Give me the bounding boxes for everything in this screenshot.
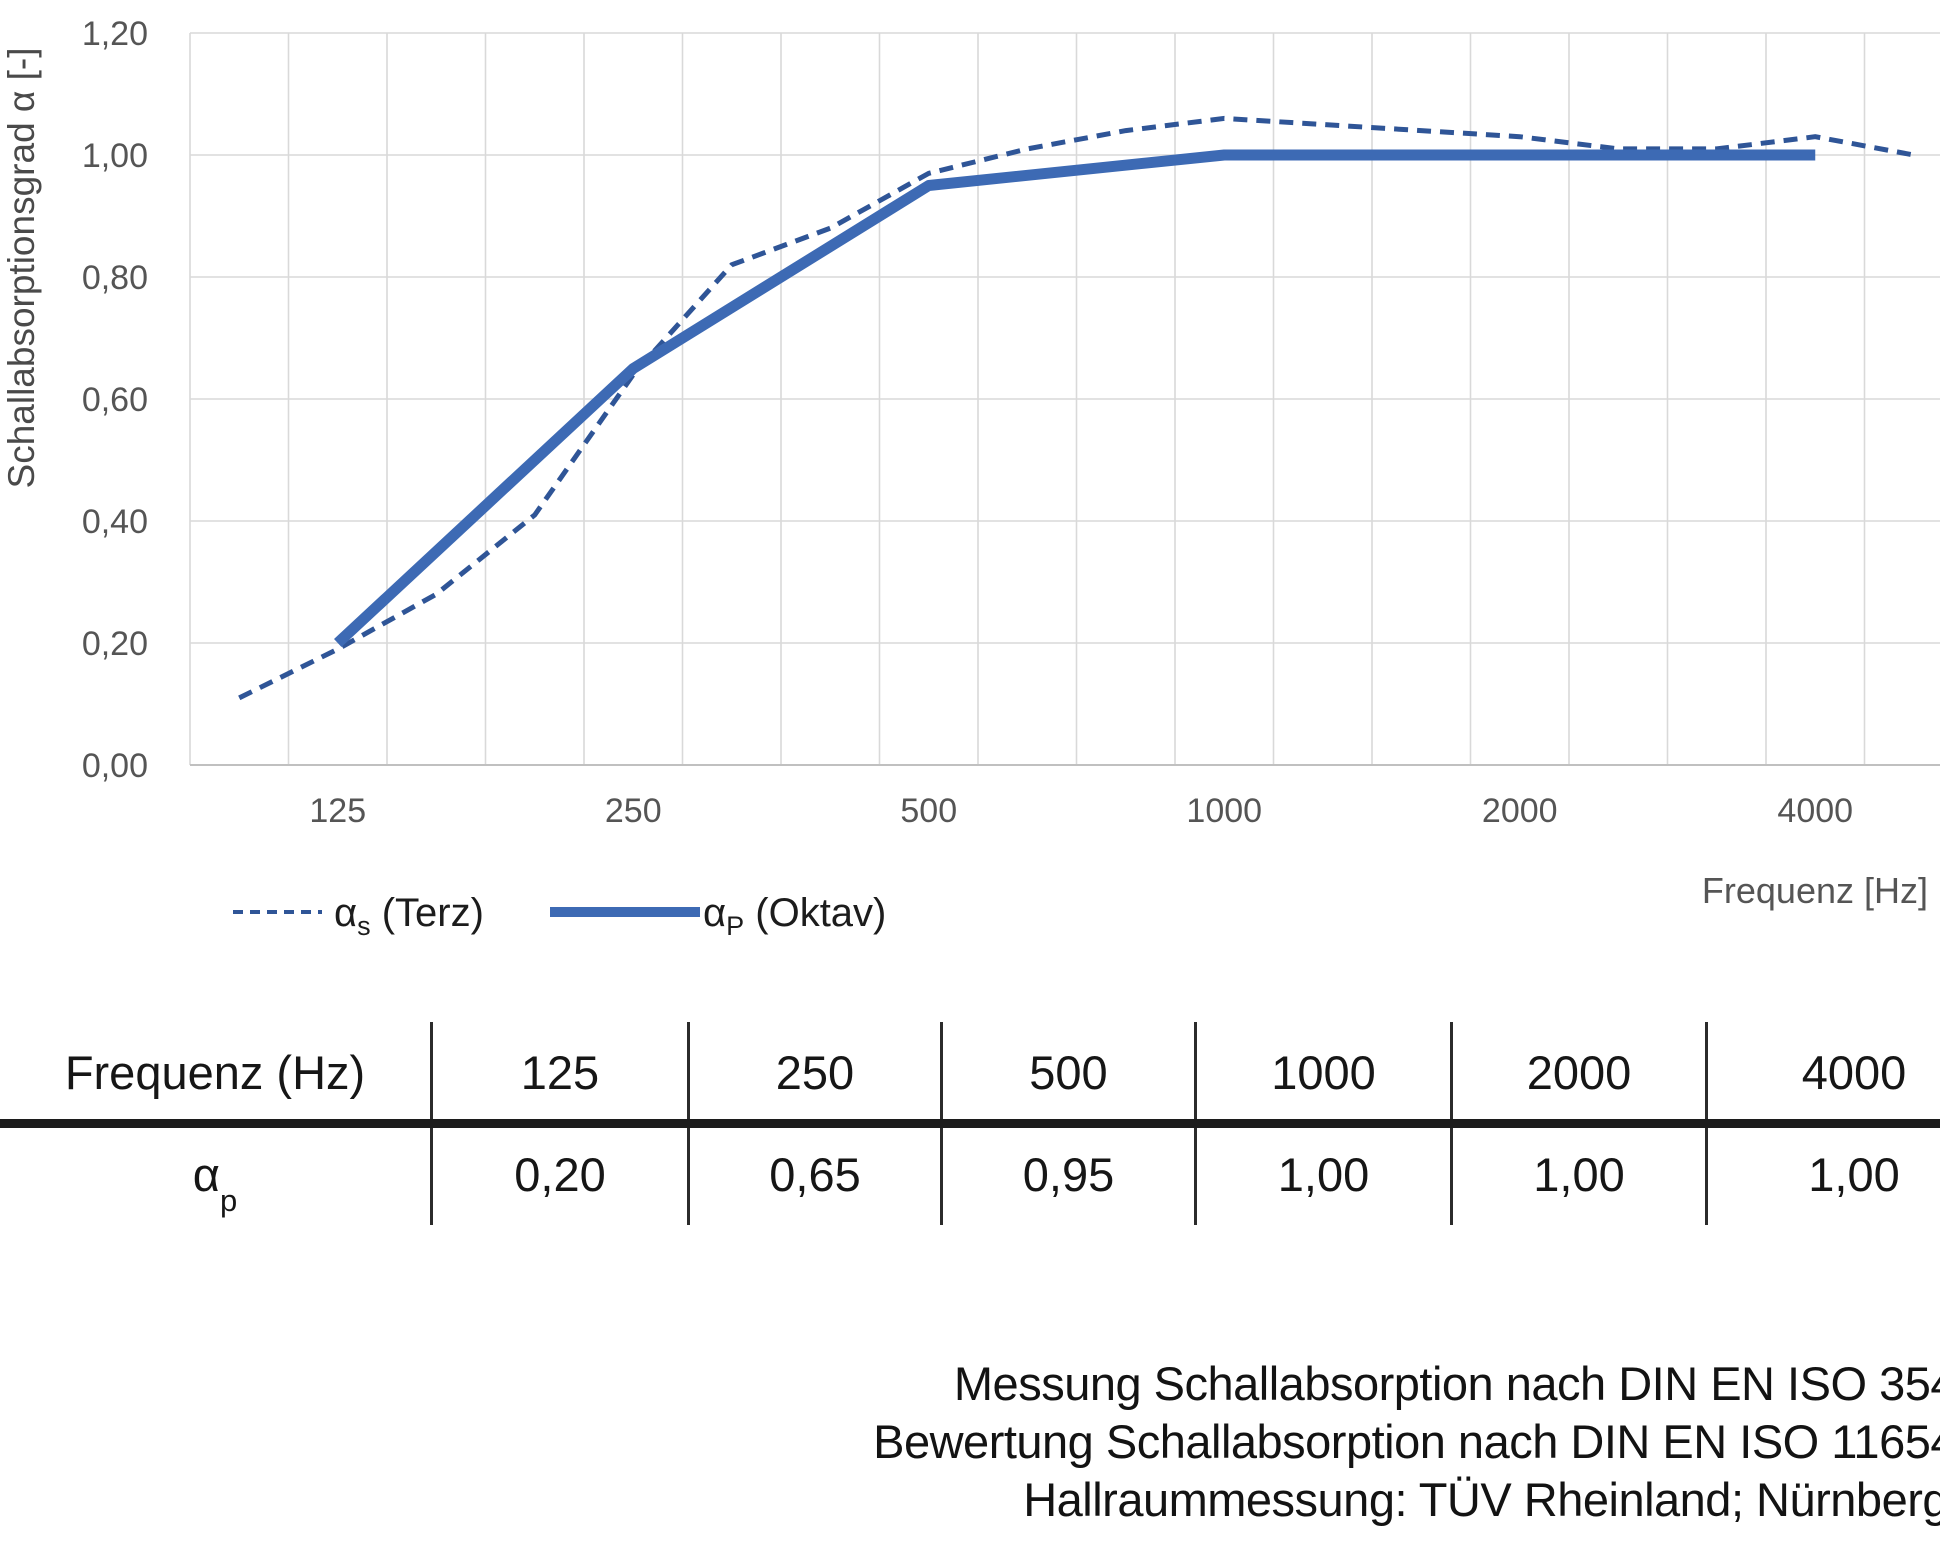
legend-label-alpha-s-terz: αs (Terz) (334, 891, 484, 941)
series-line-alpha-p-oktav (334, 149, 1816, 648)
y-tick-label: 0,80 (82, 259, 148, 297)
chart-series (238, 115, 1915, 701)
x-tick-label: 250 (605, 792, 662, 830)
x-tick-label: 2000 (1482, 792, 1558, 830)
x-axis-title: Frequenz [Hz] (1702, 870, 1928, 911)
table-header-row: Frequenz (Hz) 125 250 500 1000 2000 4000 (0, 1022, 1940, 1123)
table-header-cell: 500 (940, 1022, 1194, 1123)
x-tick-label: 125 (309, 792, 366, 830)
footer-note-rating: Bewertung Schallabsorption nach DIN EN I… (873, 1415, 1940, 1468)
x-tick-label: 1000 (1186, 792, 1262, 830)
table-header-frequenz: Frequenz (Hz) (64, 1046, 366, 1099)
y-tick-label: 1,00 (82, 137, 148, 175)
chart-tick-labels: 0,00 0,20 0,40 0,60 0,80 1,00 1,20 125 250 500 100… (82, 15, 1853, 830)
table-header-cell: 125 (430, 1022, 687, 1123)
y-tick-label: 1,20 (82, 15, 148, 53)
footer-note-lab: Hallraummessung: TÜV Rheinland; Nürnberg (1023, 1473, 1940, 1526)
x-tick-label: 4000 (1777, 792, 1853, 830)
absorption-chart-svg: 0,00 0,20 0,40 0,60 0,80 1,00 1,20 125 250 500 100… (1, 15, 1940, 941)
table-divider-line (0, 1119, 1940, 1128)
series-line-alpha-s-terz (238, 115, 1915, 701)
table-value-row: α p 0,20 0,65 0,95 1,00 1,00 1,00 (0, 1123, 1940, 1225)
x-tick-label: 500 (900, 792, 957, 830)
legend-label-alpha-p-oktav: αP (Oktav) (703, 891, 886, 941)
y-axis-title: Schallabsorptionsgrad α [-] (1, 48, 42, 489)
table-value-cell: 1,00 (1705, 1123, 1940, 1225)
table-header-cell: 2000 (1450, 1022, 1705, 1123)
y-tick-label: 0,00 (82, 747, 148, 785)
table-header-cell: 4000 (1705, 1022, 1940, 1123)
y-tick-label: 0,20 (82, 625, 148, 663)
table-value-cell: 0,95 (940, 1123, 1194, 1225)
table-header-cell: 250 (687, 1022, 940, 1123)
table-value-cell: 0,20 (430, 1123, 687, 1225)
y-tick-label: 0,60 (82, 381, 148, 419)
table-header-cell: 1000 (1194, 1022, 1450, 1123)
y-tick-label: 0,40 (82, 503, 148, 541)
footer-note-measurement: Messung Schallabsorption nach DIN EN ISO… (953, 1357, 1940, 1410)
table-value-cell: 0,65 (687, 1123, 940, 1225)
absorption-chart: 0,00 0,20 0,40 0,60 0,80 1,00 1,20 125 250 500 100… (1, 15, 1940, 941)
table-value-cell: 1,00 (1450, 1123, 1705, 1225)
absorption-values-table: Frequenz (Hz) 125 250 500 1000 2000 4000 α p 0,2… (0, 1022, 1940, 1225)
table-value-cell: 1,00 (1194, 1123, 1450, 1225)
chart-legend: αs (Terz) αP (Oktav) (233, 891, 886, 941)
